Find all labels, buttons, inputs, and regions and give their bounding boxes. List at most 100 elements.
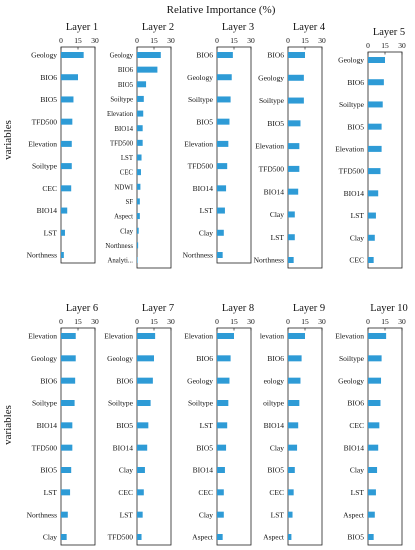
bar <box>288 165 300 172</box>
bar <box>368 145 382 152</box>
tick-label: 0 <box>286 36 290 45</box>
bar <box>217 444 227 451</box>
plot-frame <box>136 46 172 269</box>
category-label: TFD500 <box>188 162 214 171</box>
bar <box>217 377 230 384</box>
category-label: LST <box>200 206 214 215</box>
panel-title: Layer 9 <box>293 303 325 314</box>
category-label: BIO14 <box>114 126 133 133</box>
tick-label: 30 <box>167 36 175 45</box>
category-label: LST <box>200 421 214 430</box>
bar <box>368 168 381 175</box>
bar <box>61 74 78 81</box>
chart-panel-5: Layer 50 15 30 Geology BIO6 Soiltype BIO5 Eleva… <box>335 27 406 269</box>
bar <box>368 333 387 339</box>
bar <box>137 227 139 234</box>
bar <box>217 489 224 496</box>
chart-panel-4: Layer 40 15 30 BIO6 Geology Soiltype BIO5 Eleva… <box>254 22 326 269</box>
bar <box>368 422 380 429</box>
category-label: Aspect <box>263 533 285 542</box>
panel-title: Layer 10 <box>370 303 408 314</box>
category-label: Elevation <box>255 142 284 151</box>
chart-panel-8: Layer 80 15 30 Elevation BIO6 Geology Soiltype… <box>184 303 255 546</box>
bar <box>61 489 71 496</box>
bar <box>288 120 301 127</box>
bar <box>137 422 149 429</box>
tick-label: 15 <box>381 317 389 326</box>
category-label: Soiltype <box>188 95 214 104</box>
category-label: Geology <box>338 376 364 385</box>
bar <box>137 169 141 176</box>
bar <box>61 400 75 406</box>
bar <box>137 257 138 263</box>
bar <box>61 163 72 170</box>
panels-group: Layer 10 15 30 Geology BIO6 BIO5 TFD500 Elevati… <box>27 22 408 546</box>
category-label: CEC <box>42 184 57 193</box>
bar <box>288 97 304 104</box>
category-label: BIO5 <box>347 122 364 131</box>
category-label: BIO14 <box>344 443 365 452</box>
bar <box>137 139 143 146</box>
bar <box>61 185 72 192</box>
category-label: TFD500 <box>259 164 285 173</box>
bar <box>137 154 142 161</box>
bar <box>217 400 229 406</box>
category-label: Geology <box>110 53 134 60</box>
category-label: BIO6 <box>118 67 134 74</box>
bar <box>217 422 228 429</box>
category-label: BIO5 <box>118 82 134 89</box>
category-label: Soiltype <box>32 399 58 408</box>
category-label: LST <box>271 233 285 242</box>
tick-label: 15 <box>301 317 309 326</box>
category-label: eology <box>264 376 285 385</box>
bar <box>288 444 298 451</box>
category-label: Geology <box>187 73 213 82</box>
category-label: Elevation <box>184 332 213 341</box>
category-label: BIO14 <box>344 189 365 198</box>
tick-label: 30 <box>167 317 175 326</box>
bar <box>288 534 292 540</box>
bar <box>137 534 142 540</box>
bar <box>217 118 230 125</box>
bar <box>288 377 301 384</box>
category-label: BIO5 <box>347 533 364 542</box>
category-label: Clay <box>270 210 284 219</box>
bar <box>217 333 234 339</box>
bar <box>137 110 144 117</box>
category-label: CEC <box>349 256 364 265</box>
bar <box>137 183 141 190</box>
bar <box>217 185 227 192</box>
category-label: Soiltype <box>339 354 365 363</box>
bar <box>61 377 76 384</box>
tick-label: 30 <box>318 36 326 45</box>
bar <box>61 511 68 518</box>
bar <box>61 96 74 103</box>
category-label: TFD500 <box>339 167 365 176</box>
bar <box>368 489 376 496</box>
chart-panel-10: Layer 100 15 30 Elevation Soiltype Geology BIO… <box>335 303 408 546</box>
bar <box>368 234 375 241</box>
category-label: BIO6 <box>40 73 57 82</box>
category-label: SF <box>125 199 133 206</box>
category-label: Clay <box>119 466 133 475</box>
tick-label: 15 <box>301 36 309 45</box>
category-label: Soiltype <box>339 100 365 109</box>
tick-label: 0 <box>135 317 139 326</box>
category-label: BIO6 <box>267 354 284 363</box>
chart-panel-7: Layer 70 15 30 Elevation Geology BIO6 Soiltype… <box>104 303 175 546</box>
category-label: TFD500 <box>32 117 58 126</box>
category-label: Elevation <box>28 332 57 341</box>
bar <box>368 79 384 86</box>
category-label: BIO14 <box>264 421 285 430</box>
bar <box>61 422 73 429</box>
tick-label: 30 <box>91 317 99 326</box>
bar <box>368 534 374 540</box>
category-label: Clay <box>270 443 284 452</box>
category-label: BIO14 <box>264 187 285 196</box>
category-label: Geology <box>258 73 284 82</box>
bar <box>288 489 294 496</box>
bar <box>61 355 76 362</box>
bar <box>217 52 233 58</box>
category-label: BIO6 <box>116 376 133 385</box>
